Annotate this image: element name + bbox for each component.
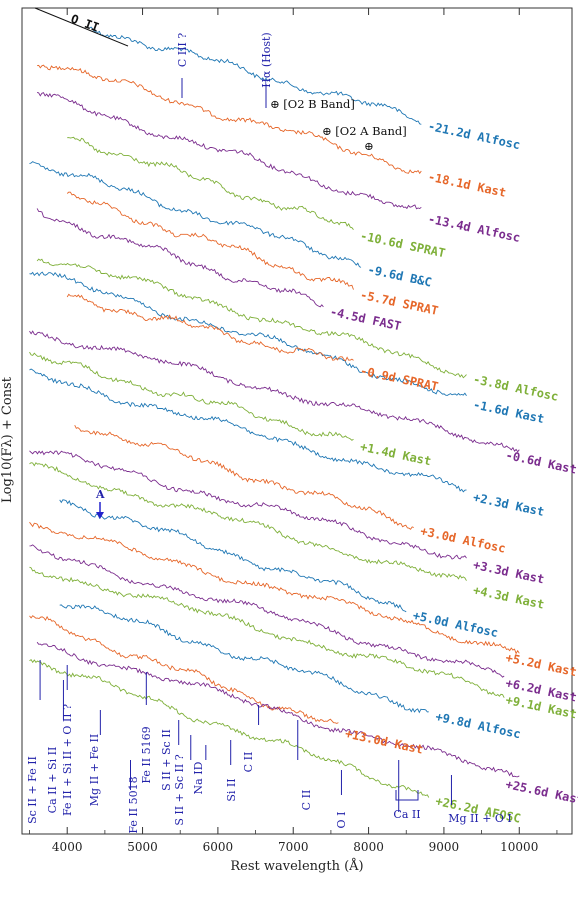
o2-a-band-symbol: ⊕ bbox=[364, 139, 374, 153]
spectrum-line bbox=[74, 424, 414, 530]
spectrum-line bbox=[66, 191, 354, 290]
halpha-label: Hα (Host) bbox=[260, 32, 273, 87]
feature-label: Ca II + Si II bbox=[46, 747, 59, 814]
x-tick-label: 8000 bbox=[353, 840, 384, 854]
epoch-label: +1.4d Kast bbox=[359, 440, 433, 469]
feature-label: Fe II 5018 bbox=[127, 776, 140, 833]
spectrum-line bbox=[66, 293, 354, 362]
marker-a-label: A bbox=[95, 488, 105, 501]
spectrum-line bbox=[67, 136, 354, 230]
x-tick-label: 10000 bbox=[500, 840, 538, 854]
epoch-label: +3.0d Alfosc bbox=[419, 524, 507, 556]
o2-a-band-label: ⊕ [O2 A Band] bbox=[322, 124, 407, 138]
feature-label: Si II bbox=[225, 778, 238, 801]
marker-a-arrowhead bbox=[96, 512, 104, 519]
spectrum-line bbox=[29, 351, 354, 441]
spectrum-line bbox=[29, 615, 339, 724]
epoch-label: -18.1d Kast bbox=[427, 170, 508, 200]
plot-frame bbox=[21, 7, 573, 835]
epoch-label: -9.6d B&C bbox=[366, 262, 433, 289]
spectrum-line bbox=[36, 91, 422, 210]
oii-label: O II bbox=[69, 12, 101, 35]
epoch-label: -1.6d Kast bbox=[472, 397, 546, 426]
feature-label: C II bbox=[242, 752, 255, 773]
spectrum-line bbox=[37, 64, 422, 175]
epoch-label: -21.2d Alfosc bbox=[427, 119, 522, 152]
epoch-label: -10.6d SPRAT bbox=[359, 229, 447, 261]
x-tick-label: 6000 bbox=[203, 840, 234, 854]
spectrum-line bbox=[29, 462, 467, 581]
feature-label: O I bbox=[335, 812, 348, 829]
ciii-label: C III ? bbox=[176, 33, 189, 67]
spectrum-line bbox=[36, 258, 467, 379]
feature-label: Mg II + Fe II bbox=[88, 734, 101, 806]
spectrum-line bbox=[29, 521, 520, 655]
epoch-label: +5.2d Kast bbox=[504, 650, 578, 679]
x-axis-title: Rest wavelength (Å) bbox=[230, 858, 363, 874]
epoch-label: -4.5d FAST bbox=[329, 305, 403, 334]
feature-label: S II + Sc II ? bbox=[173, 754, 186, 825]
feature-label: C II bbox=[300, 790, 313, 811]
epoch-labels: -21.2d Alfosc -18.1d Kast -13.4d Alfosc-10… bbox=[329, 119, 578, 826]
x-tick-label: 9000 bbox=[429, 840, 460, 854]
spectrum-line bbox=[36, 208, 324, 308]
spectrum-line bbox=[89, 26, 422, 125]
spectrum-line bbox=[29, 271, 467, 396]
epoch-label: +3.3d Kast bbox=[472, 558, 546, 587]
epoch-label: +5.0d Alfosc bbox=[412, 608, 500, 640]
x-tick-label: 4000 bbox=[52, 840, 83, 854]
spectrum-line bbox=[59, 604, 429, 714]
feature-label: Fe II + Si II + O II ? bbox=[61, 704, 74, 816]
x-tick-label: 5000 bbox=[127, 840, 158, 854]
feature-label: Sc II + Fe II bbox=[26, 756, 39, 824]
feature-label: Mg II + O I bbox=[448, 812, 512, 825]
spectrum-line bbox=[36, 641, 520, 778]
feature-label: Ca II bbox=[393, 808, 420, 821]
epoch-label: -13.4d Alfosc bbox=[427, 212, 522, 245]
spectrum-line bbox=[29, 161, 362, 268]
spectrum-line bbox=[29, 330, 520, 453]
feature-label: Na ID bbox=[192, 761, 205, 794]
spectrum-line bbox=[59, 499, 407, 613]
o2-b-band-label: ⊕ [O2 B Band] bbox=[270, 97, 355, 111]
epoch-label: -0.6d Kast bbox=[504, 448, 578, 477]
caii-bracket bbox=[395, 790, 419, 801]
epoch-label: -0.9d SPRAT bbox=[359, 364, 440, 394]
spectrum-line bbox=[29, 450, 467, 560]
spectrum-line bbox=[29, 368, 467, 493]
line-identifications: O II C III ? Hα (Host) ⊕ [O2 B Band] ⊕ [O2 A… bbox=[26, 7, 512, 834]
epoch-label: +25.6d Kast bbox=[504, 777, 578, 807]
plot-border bbox=[21, 7, 573, 835]
epoch-label: +4.3d Kast bbox=[472, 583, 546, 612]
epoch-label: +9.8d Alfosc bbox=[434, 710, 522, 742]
epoch-label: +13.0d Kast bbox=[344, 726, 425, 756]
oii-slope-line bbox=[34, 7, 129, 47]
x-axis: 4000 5000 6000 7000 8000 9000 10000 Rest wavele… bbox=[0, 8, 558, 874]
spectra-series-layer bbox=[29, 26, 520, 798]
feature-label: Fe II 5169 bbox=[140, 726, 153, 783]
spectrum-line bbox=[29, 544, 505, 678]
y-axis-title: Log10(Fλ) + Const bbox=[0, 376, 15, 503]
spectrum-line bbox=[29, 658, 430, 798]
x-tick-label: 7000 bbox=[278, 840, 309, 854]
spectrum-line bbox=[29, 566, 505, 698]
epoch-label: +2.3d Kast bbox=[472, 490, 546, 519]
feature-label: S II + Sc II bbox=[160, 729, 173, 791]
